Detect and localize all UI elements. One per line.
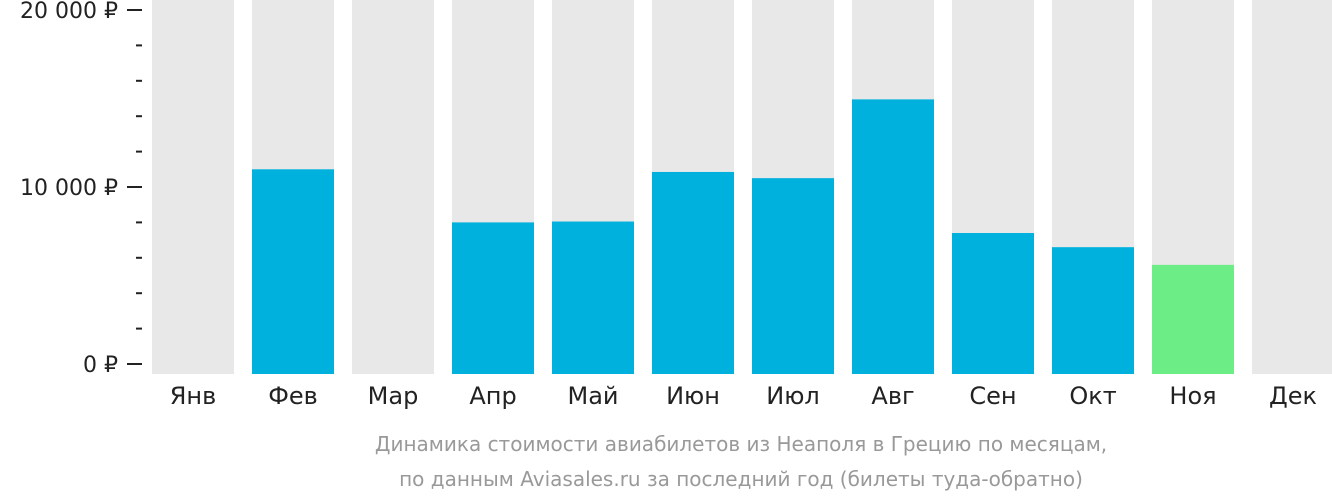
y-tick-label: 20 000 ₽	[20, 0, 118, 24]
bar-2	[252, 169, 334, 374]
x-tick-label: Ноя	[1169, 382, 1216, 410]
y-axis: 0 ₽ 10 000 ₽ 20 000 ₽	[20, 0, 142, 378]
background-bar	[352, 0, 434, 374]
bar-11	[1152, 264, 1234, 374]
y-tick-label: 10 000 ₽	[20, 176, 118, 201]
bar-10	[1052, 247, 1134, 374]
bar-7	[752, 178, 834, 374]
bar-8	[852, 99, 934, 374]
x-tick-label: Дек	[1269, 382, 1317, 410]
x-tick-label: Янв	[170, 382, 217, 410]
background-bar	[152, 0, 234, 374]
x-tick-label: Июл	[766, 382, 820, 410]
x-axis-labels: Янв Фев Мар Апр Май Июн Июл Авг Сен Окт Ноя Дек	[170, 382, 1317, 410]
x-tick-label: Июн	[666, 382, 720, 410]
bar-6	[652, 171, 734, 374]
x-tick-label: Окт	[1069, 382, 1116, 410]
y-tick-label: 0 ₽	[83, 353, 118, 378]
background-bar	[1252, 0, 1332, 374]
x-tick-label: Авг	[871, 382, 914, 410]
bar-5	[552, 221, 634, 374]
bar-9	[952, 233, 1034, 374]
chart-caption-line-1: Динамика стоимости авиабилетов из Неапол…	[374, 432, 1108, 456]
x-tick-label: Фев	[268, 382, 318, 410]
x-tick-label: Май	[567, 382, 618, 410]
data-bars	[252, 99, 1234, 374]
bar-4	[452, 222, 534, 374]
x-tick-label: Сен	[969, 382, 1016, 410]
x-tick-label: Мар	[368, 382, 419, 410]
chart-caption-line-2: по данным Aviasales.ru за последний год …	[399, 467, 1083, 491]
price-bar-chart: 0 ₽ 10 000 ₽ 20 000 ₽ Янв Фев Мар Апр Май Июн Ию…	[20, 0, 1332, 410]
x-tick-label: Апр	[469, 382, 516, 410]
